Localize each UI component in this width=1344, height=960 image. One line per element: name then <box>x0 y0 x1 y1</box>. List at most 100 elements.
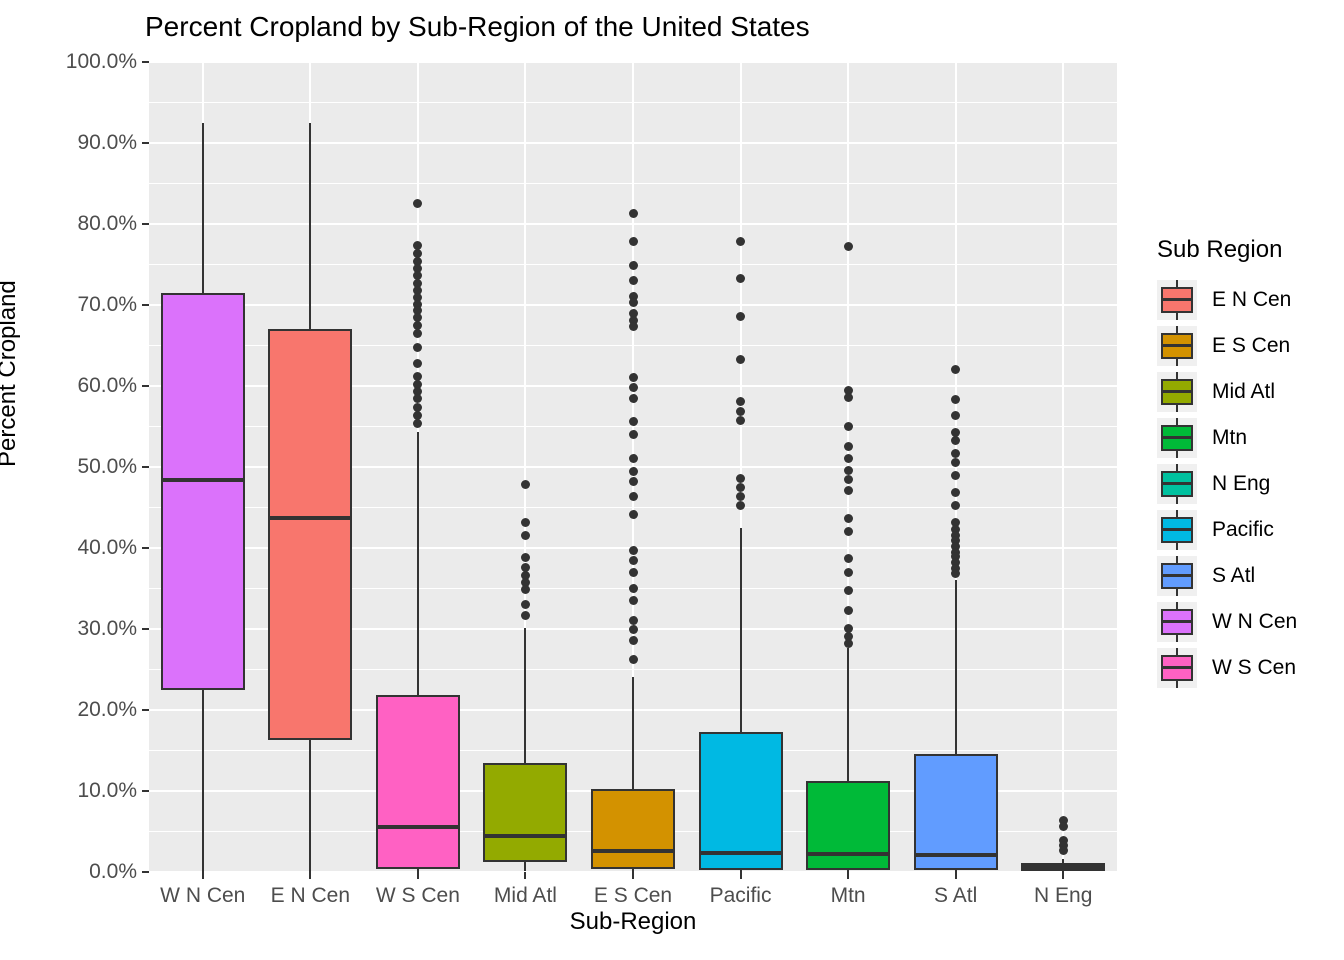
boxplot-box-s-atl <box>913 753 998 870</box>
outlier-dot-mtn <box>843 527 853 537</box>
y-axis-tick <box>142 466 149 468</box>
outlier-dot-e-s-cen <box>628 393 638 403</box>
x-tick-label: E S Cen <box>593 884 673 907</box>
legend-item-n-eng: N Eng <box>1157 464 1297 504</box>
outlier-dot-s-atl <box>951 552 961 562</box>
outlier-dot-pacific <box>736 237 746 247</box>
outlier-dot-s-atl <box>951 365 961 375</box>
y-axis-title: Percent Cropland <box>0 280 21 467</box>
x-tick-label: Pacific <box>709 884 772 907</box>
outlier-dot-w-s-cen <box>413 285 423 295</box>
outlier-dot-mid-atl <box>520 517 530 527</box>
outlier-dot-mtn <box>843 567 853 577</box>
outlier-dot-mid-atl <box>520 480 530 490</box>
outlier-dot-mtn <box>843 422 853 431</box>
outlier-dot-e-s-cen <box>628 430 638 440</box>
legend-item-label: W N Cen <box>1212 610 1298 633</box>
median-line-w-s-cen <box>375 825 460 830</box>
legend-item-mtn: Mtn <box>1157 418 1297 458</box>
outlier-dot-w-s-cen <box>413 249 423 259</box>
legend-item-e-n-cen: E N Cen <box>1157 280 1297 320</box>
legend-key <box>1157 602 1197 642</box>
outlier-dot-mid-atl <box>520 531 530 541</box>
outlier-dot-e-s-cen <box>628 383 638 393</box>
median-line-mtn <box>806 852 891 857</box>
outlier-dot-mtn <box>843 453 853 463</box>
outlier-dot-mid-atl <box>520 600 530 610</box>
x-tick-label: E N Cen <box>270 884 351 907</box>
outlier-dot-mid-atl <box>520 571 530 581</box>
whisker-e-s-cen <box>632 676 634 872</box>
outlier-dot-pacific <box>736 492 746 502</box>
median-line-n-eng <box>1021 864 1106 869</box>
x-tick-label: N Eng <box>1034 884 1093 907</box>
outlier-dot-n-eng <box>1058 816 1068 826</box>
x-axis-tick <box>309 872 312 879</box>
outlier-dot-pacific <box>736 273 746 283</box>
legend-key-median <box>1161 482 1193 485</box>
outlier-dot-pacific <box>736 354 746 364</box>
y-axis-tick <box>142 385 149 387</box>
outlier-dot-w-s-cen <box>413 293 423 303</box>
x-axis-tick <box>416 872 419 879</box>
x-axis-tick <box>524 872 527 879</box>
legend-key-median <box>1161 298 1193 301</box>
x-axis-tick <box>847 872 850 879</box>
outlier-dot-s-atl <box>951 563 961 573</box>
outlier-dot-s-atl <box>951 410 961 420</box>
y-tick-label: 80.0% <box>77 212 137 235</box>
legend-key-median <box>1161 528 1193 531</box>
legend-key-median <box>1161 344 1193 347</box>
y-tick-label: 60.0% <box>77 374 137 397</box>
outlier-dot-e-s-cen <box>628 616 638 626</box>
outlier-dot-n-eng <box>1058 822 1068 832</box>
legend-key-median <box>1161 574 1193 577</box>
outlier-dot-pacific <box>736 473 746 483</box>
outlier-dot-w-s-cen <box>413 256 423 266</box>
legend-item-label: Mid Atl <box>1212 380 1276 403</box>
outlier-dot-n-eng <box>1058 840 1068 850</box>
legend-key <box>1157 464 1197 504</box>
outlier-dot-pacific <box>736 416 746 426</box>
legend-item-s-atl: S Atl <box>1157 556 1297 596</box>
outlier-dot-w-s-cen <box>413 418 423 428</box>
y-tick-label: 0.0% <box>89 860 137 883</box>
outlier-dot-pacific <box>736 396 746 406</box>
outlier-dot-w-s-cen <box>413 402 423 412</box>
outlier-dot-mtn <box>843 442 853 452</box>
x-axis-tick <box>1062 872 1065 879</box>
x-axis-tick <box>201 872 204 879</box>
outlier-dot-w-s-cen <box>413 387 423 397</box>
y-tick-label: 50.0% <box>77 455 137 478</box>
x-tick-label: Mid Atl <box>493 884 557 907</box>
outlier-dot-pacific <box>736 311 746 321</box>
y-tick-label: 10.0% <box>77 779 137 802</box>
legend-item-e-s-cen: E S Cen <box>1157 326 1297 366</box>
x-axis-tick <box>739 872 742 879</box>
outlier-dot-w-s-cen <box>413 264 423 274</box>
outlier-dot-e-s-cen <box>628 373 638 383</box>
whisker-pacific <box>739 527 742 872</box>
outlier-dot-s-atl <box>951 487 961 497</box>
whisker-mtn <box>847 648 850 872</box>
legend-key <box>1157 418 1197 458</box>
outlier-dot-mtn <box>843 485 853 495</box>
y-axis-tick <box>142 709 149 711</box>
outlier-dot-e-s-cen <box>628 625 638 635</box>
outlier-dot-mtn <box>843 605 853 615</box>
legend-item-label: Mtn <box>1212 426 1248 449</box>
legend-key-median <box>1161 666 1193 669</box>
outlier-dot-mtn <box>843 639 853 649</box>
y-axis-tick <box>142 547 149 549</box>
outlier-dot-s-atl <box>951 395 961 405</box>
outlier-dot-e-s-cen <box>628 556 638 566</box>
outlier-dot-e-s-cen <box>628 655 638 665</box>
gridline-major-x <box>954 62 957 872</box>
legend-key <box>1157 556 1197 596</box>
outlier-dot-mtn <box>843 631 853 641</box>
outlier-dot-e-s-cen <box>628 545 638 555</box>
y-axis-tick <box>142 142 149 144</box>
outlier-dot-mtn <box>843 586 853 596</box>
legend-item-mid-atl: Mid Atl <box>1157 372 1297 412</box>
outlier-dot-e-s-cen <box>628 321 638 331</box>
